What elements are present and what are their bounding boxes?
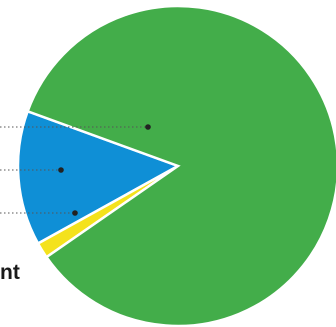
- leader-yellow-dot: [72, 210, 78, 216]
- pie-slices: [16, 4, 336, 327]
- slice-blue: [16, 109, 182, 246]
- cropped-label-text: nt: [0, 261, 20, 284]
- leader-blue-dot: [58, 167, 64, 173]
- leader-lines: [0, 124, 151, 216]
- slice-green: [26, 4, 336, 327]
- leader-green-dot: [145, 124, 151, 130]
